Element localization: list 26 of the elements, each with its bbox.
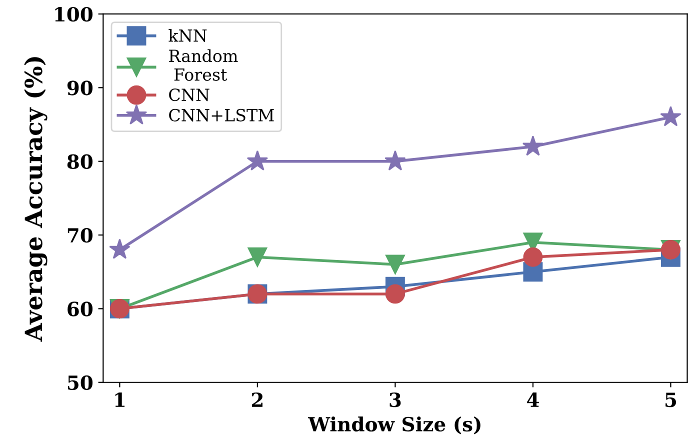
legend-label: CNN+LSTM <box>169 108 274 122</box>
x-tick-label: 1 <box>115 392 125 407</box>
x-tick-label: 4 <box>526 392 539 407</box>
x-tick-label: 2 <box>252 392 262 407</box>
point <box>523 247 543 267</box>
point <box>522 135 544 156</box>
point <box>248 247 268 267</box>
x-axis-title: Window Size (s) <box>308 416 480 434</box>
x-tick-label: 3 <box>390 392 401 408</box>
point <box>660 106 682 126</box>
y-tick-label: 100 <box>55 6 93 22</box>
legend-label: kNN <box>168 28 207 42</box>
y-tick-label: 60 <box>68 302 93 316</box>
point <box>246 150 268 170</box>
y-tick-label: 70 <box>68 228 93 243</box>
y-axis-title: Average Accuracy (%) <box>24 57 48 342</box>
legend-label: CNN <box>169 88 210 102</box>
y-tick-label: 90 <box>67 80 93 96</box>
y-tick-label: 80 <box>67 154 93 170</box>
point <box>385 254 405 274</box>
x-tick-label: 5 <box>666 392 676 408</box>
point <box>384 150 406 170</box>
point <box>109 238 130 259</box>
point <box>385 284 405 304</box>
legend-label: Random Forest <box>169 49 238 81</box>
y-tick-label: 50 <box>68 375 93 390</box>
